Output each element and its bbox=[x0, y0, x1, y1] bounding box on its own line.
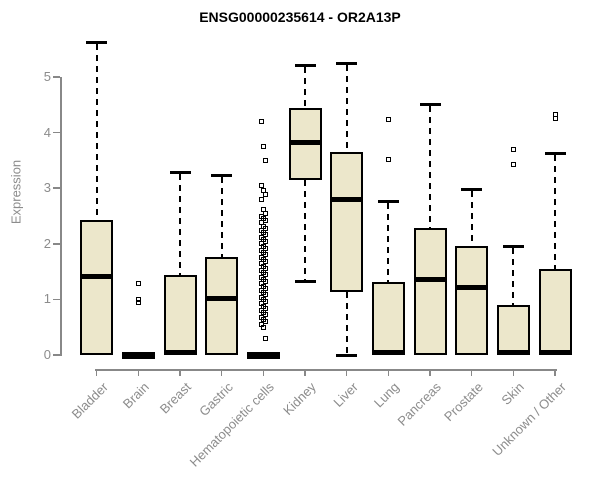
whisker-upper-cap bbox=[169, 171, 191, 175]
outlier-point bbox=[262, 319, 268, 325]
median-Prostate bbox=[455, 285, 489, 291]
x-axis-tick bbox=[387, 369, 390, 376]
box-Lung bbox=[371, 281, 405, 355]
box-Bladder bbox=[80, 220, 114, 355]
x-axis-tick bbox=[262, 369, 265, 376]
x-axis-tick bbox=[95, 369, 98, 376]
x-axis-tick bbox=[220, 369, 223, 376]
y-tick-label: 1 bbox=[43, 291, 51, 307]
whisker-upper-stem bbox=[179, 174, 182, 276]
y-tick-label: 2 bbox=[43, 235, 51, 251]
y-axis-tick bbox=[53, 298, 60, 301]
whisker-lower-stem bbox=[304, 179, 307, 281]
y-axis-tick bbox=[53, 354, 60, 356]
box-Gastric bbox=[205, 256, 239, 355]
x-axis-tick bbox=[345, 369, 348, 376]
outlier-point bbox=[135, 300, 141, 306]
whisker-upper-cap bbox=[419, 103, 441, 107]
outlier-point bbox=[510, 147, 516, 153]
whisker-lower-cap bbox=[336, 353, 358, 357]
whisker-upper-cap bbox=[461, 188, 483, 192]
y-axis-tick bbox=[53, 76, 60, 78]
whisker-lower-stem bbox=[345, 291, 348, 354]
whisker-lower-cap bbox=[294, 280, 316, 284]
y-axis-line bbox=[60, 77, 62, 356]
median-Skin bbox=[496, 350, 530, 356]
x-axis-tick bbox=[179, 369, 181, 376]
outlier-point bbox=[135, 296, 141, 302]
outlier-point bbox=[260, 324, 266, 330]
y-axis-tick bbox=[53, 131, 60, 134]
y-axis-label: Expression bbox=[8, 159, 24, 225]
outlier-point bbox=[510, 162, 516, 168]
outlier-point bbox=[258, 118, 264, 124]
box-Liver bbox=[330, 151, 364, 292]
outlier-point bbox=[262, 157, 268, 163]
whisker-upper-cap bbox=[377, 200, 399, 204]
whisker-upper-cap bbox=[544, 151, 566, 155]
outlier-point bbox=[258, 182, 264, 188]
median-Bladder bbox=[80, 274, 114, 280]
x-axis-tick bbox=[304, 369, 306, 376]
median-Liver bbox=[330, 196, 364, 202]
box-Prostate bbox=[455, 246, 489, 355]
y-axis-tick bbox=[53, 187, 60, 189]
x-axis-tick bbox=[512, 369, 515, 376]
median-Lung bbox=[371, 349, 405, 355]
box-Skin bbox=[496, 304, 530, 355]
median-Pancreas bbox=[413, 277, 447, 283]
y-tick-label: 3 bbox=[43, 180, 51, 196]
box-Unknown / Other bbox=[538, 269, 572, 355]
whisker-upper-stem bbox=[95, 44, 98, 221]
y-tick-label: 0 bbox=[43, 347, 51, 362]
x-axis-line bbox=[94, 369, 558, 371]
whisker-upper-cap bbox=[502, 245, 524, 249]
y-tick-label: 5 bbox=[43, 69, 51, 84]
outlier-point bbox=[260, 144, 266, 149]
median-Brain bbox=[121, 351, 155, 359]
outlier-point bbox=[135, 281, 141, 287]
chart-title: ENSG00000235614 - OR2A13P bbox=[199, 9, 401, 25]
outlier-point bbox=[385, 156, 391, 162]
whisker-upper-stem bbox=[429, 106, 432, 229]
outlier-point bbox=[262, 192, 268, 198]
whisker-upper-cap bbox=[336, 61, 358, 65]
outlier-point bbox=[385, 116, 391, 122]
x-axis-tick bbox=[137, 369, 140, 376]
x-axis-tick bbox=[470, 369, 473, 376]
outlier-point bbox=[262, 210, 268, 216]
whisker-upper-stem bbox=[512, 248, 515, 305]
whisker-upper-stem bbox=[304, 67, 307, 108]
median-Breast bbox=[163, 349, 197, 355]
outlier-point bbox=[262, 336, 268, 342]
outlier-point bbox=[552, 112, 558, 118]
y-tick-label: 4 bbox=[43, 124, 51, 140]
median-Hematopoietic cells bbox=[246, 351, 280, 359]
outlier-point bbox=[552, 115, 558, 121]
median-Unknown / Other bbox=[538, 350, 572, 356]
box-Pancreas bbox=[413, 228, 447, 355]
box-Breast bbox=[163, 275, 197, 355]
whisker-upper-stem bbox=[470, 191, 473, 246]
whisker-upper-stem bbox=[220, 177, 223, 257]
whisker-upper-stem bbox=[554, 154, 557, 270]
x-axis-tick bbox=[554, 369, 556, 376]
whisker-upper-stem bbox=[345, 64, 348, 152]
median-Kidney bbox=[288, 140, 322, 146]
x-axis-tick bbox=[429, 369, 431, 376]
whisker-upper-cap bbox=[211, 174, 233, 178]
outlier-point bbox=[258, 196, 264, 202]
whisker-upper-stem bbox=[387, 203, 390, 282]
y-axis-tick bbox=[53, 243, 60, 245]
whisker-upper-cap bbox=[294, 64, 316, 68]
median-Gastric bbox=[205, 295, 239, 301]
whisker-upper-cap bbox=[86, 41, 108, 45]
